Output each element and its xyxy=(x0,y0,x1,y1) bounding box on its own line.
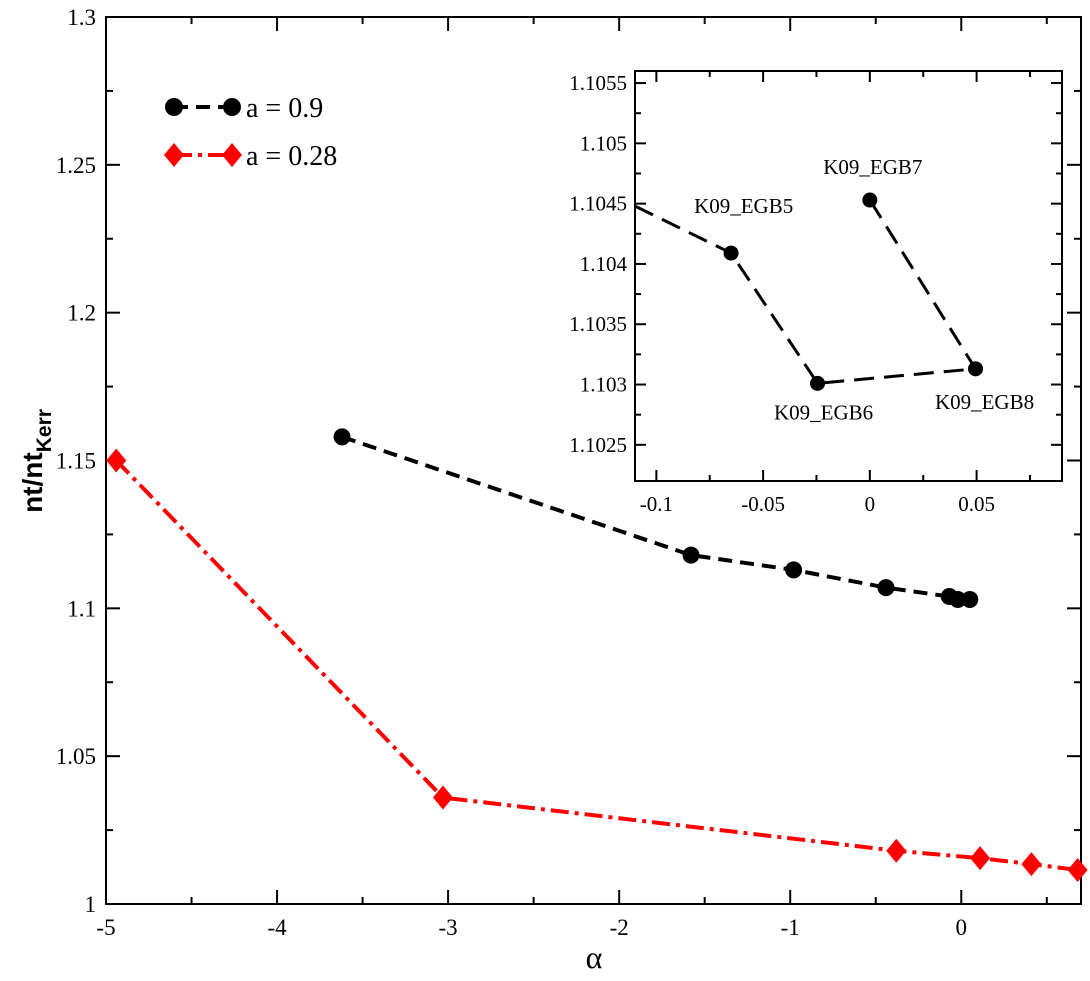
inset-series-point xyxy=(862,192,878,208)
y-tick-label: 1.05 xyxy=(56,744,96,769)
legend-marker-series-1-end xyxy=(223,98,241,116)
y-tick-label: 1.2 xyxy=(67,301,96,326)
series-2-point xyxy=(970,846,991,871)
y-tick-label: 1.3 xyxy=(67,5,96,30)
series-1-point xyxy=(333,428,351,446)
inset-chart: -0.1 -0.05 0 0.05 1.1025 1.103 1.1035 1.104 1.10… xyxy=(569,70,1063,516)
y-tick-label: 1.1 xyxy=(67,596,96,621)
inset-y-tick-label: 1.103 xyxy=(580,373,627,397)
y-axis-title-main: nt/nt xyxy=(17,452,48,513)
main-tick-group: -5 -4 -3 -2 -1 0 1 1.05 1.1 1.15 1.2 1.25 1.3 xyxy=(56,5,1081,940)
series-2-point xyxy=(106,448,127,473)
inset-series-group xyxy=(634,192,984,391)
inset-series-point xyxy=(810,375,826,391)
series-1-point xyxy=(785,561,803,579)
series-1-point xyxy=(682,546,700,564)
x-tick-label: 0 xyxy=(956,915,968,940)
inset-point-label: K09_EGB8 xyxy=(935,390,1034,414)
legend-label-series-1: a = 0.9 xyxy=(246,93,323,124)
legend-marker-series-2-start xyxy=(164,143,184,167)
legend-label-series-2: a = 0.28 xyxy=(246,141,337,172)
inset-point-label: K09_EGB7 xyxy=(823,155,922,179)
inset-series-point xyxy=(968,361,984,377)
series-1-point xyxy=(949,590,967,608)
x-tick-label: -5 xyxy=(96,915,115,940)
x-tick-label: -1 xyxy=(781,915,800,940)
inset-plot-frame xyxy=(634,70,1063,482)
inset-x-tick-label: -0.05 xyxy=(741,492,785,516)
x-axis-title: α xyxy=(586,939,603,975)
inset-y-tick-label: 1.104 xyxy=(580,252,628,276)
series-2-point xyxy=(1021,852,1042,877)
inset-y-tick-label: 1.1055 xyxy=(569,71,627,95)
main-series-group xyxy=(106,428,1088,882)
y-axis-title: nt/ntKerr xyxy=(17,409,56,513)
inset-x-tick-label: -0.1 xyxy=(640,492,673,516)
series-1-point xyxy=(961,590,979,608)
inset-point-label: K09_EGB6 xyxy=(774,400,873,424)
inset-y-tick-label: 1.105 xyxy=(580,131,627,155)
y-tick-label: 1 xyxy=(85,892,97,917)
inset-y-tick-label: 1.1035 xyxy=(569,312,627,336)
inset-tick-group: -0.1 -0.05 0 0.05 1.1025 1.103 1.1035 1.104 1.10… xyxy=(569,71,1062,516)
inset-x-tick-label: 0.05 xyxy=(958,492,995,516)
y-tick-label: 1.15 xyxy=(56,449,96,474)
x-tick-label: -2 xyxy=(610,915,629,940)
x-tick-label: -3 xyxy=(439,915,458,940)
inset-x-tick-label: 0 xyxy=(865,492,876,516)
inset-series-line xyxy=(634,199,979,385)
y-axis-title-subscript: Kerr xyxy=(33,409,56,452)
series-1-point xyxy=(877,579,895,597)
legend-marker-series-2-end xyxy=(222,143,242,167)
inset-y-tick-label: 1.1025 xyxy=(569,433,627,457)
legend-marker-series-1-start xyxy=(165,98,183,116)
series-2-point xyxy=(432,785,453,810)
y-tick-label: 1.25 xyxy=(56,153,96,178)
series-2-point xyxy=(1067,857,1088,882)
legend: a = 0.9 a = 0.28 xyxy=(164,93,337,172)
series-2-point xyxy=(886,838,907,863)
x-tick-label: -4 xyxy=(267,915,287,940)
inset-background xyxy=(635,71,1062,481)
inset-annotation-group: K09_EGB5 K09_EGB6 K09_EGB7 K09_EGB8 xyxy=(694,155,1034,424)
inset-series-point xyxy=(723,245,739,261)
inset-point-label: K09_EGB5 xyxy=(694,194,793,218)
inset-y-tick-label: 1.1045 xyxy=(569,192,627,216)
